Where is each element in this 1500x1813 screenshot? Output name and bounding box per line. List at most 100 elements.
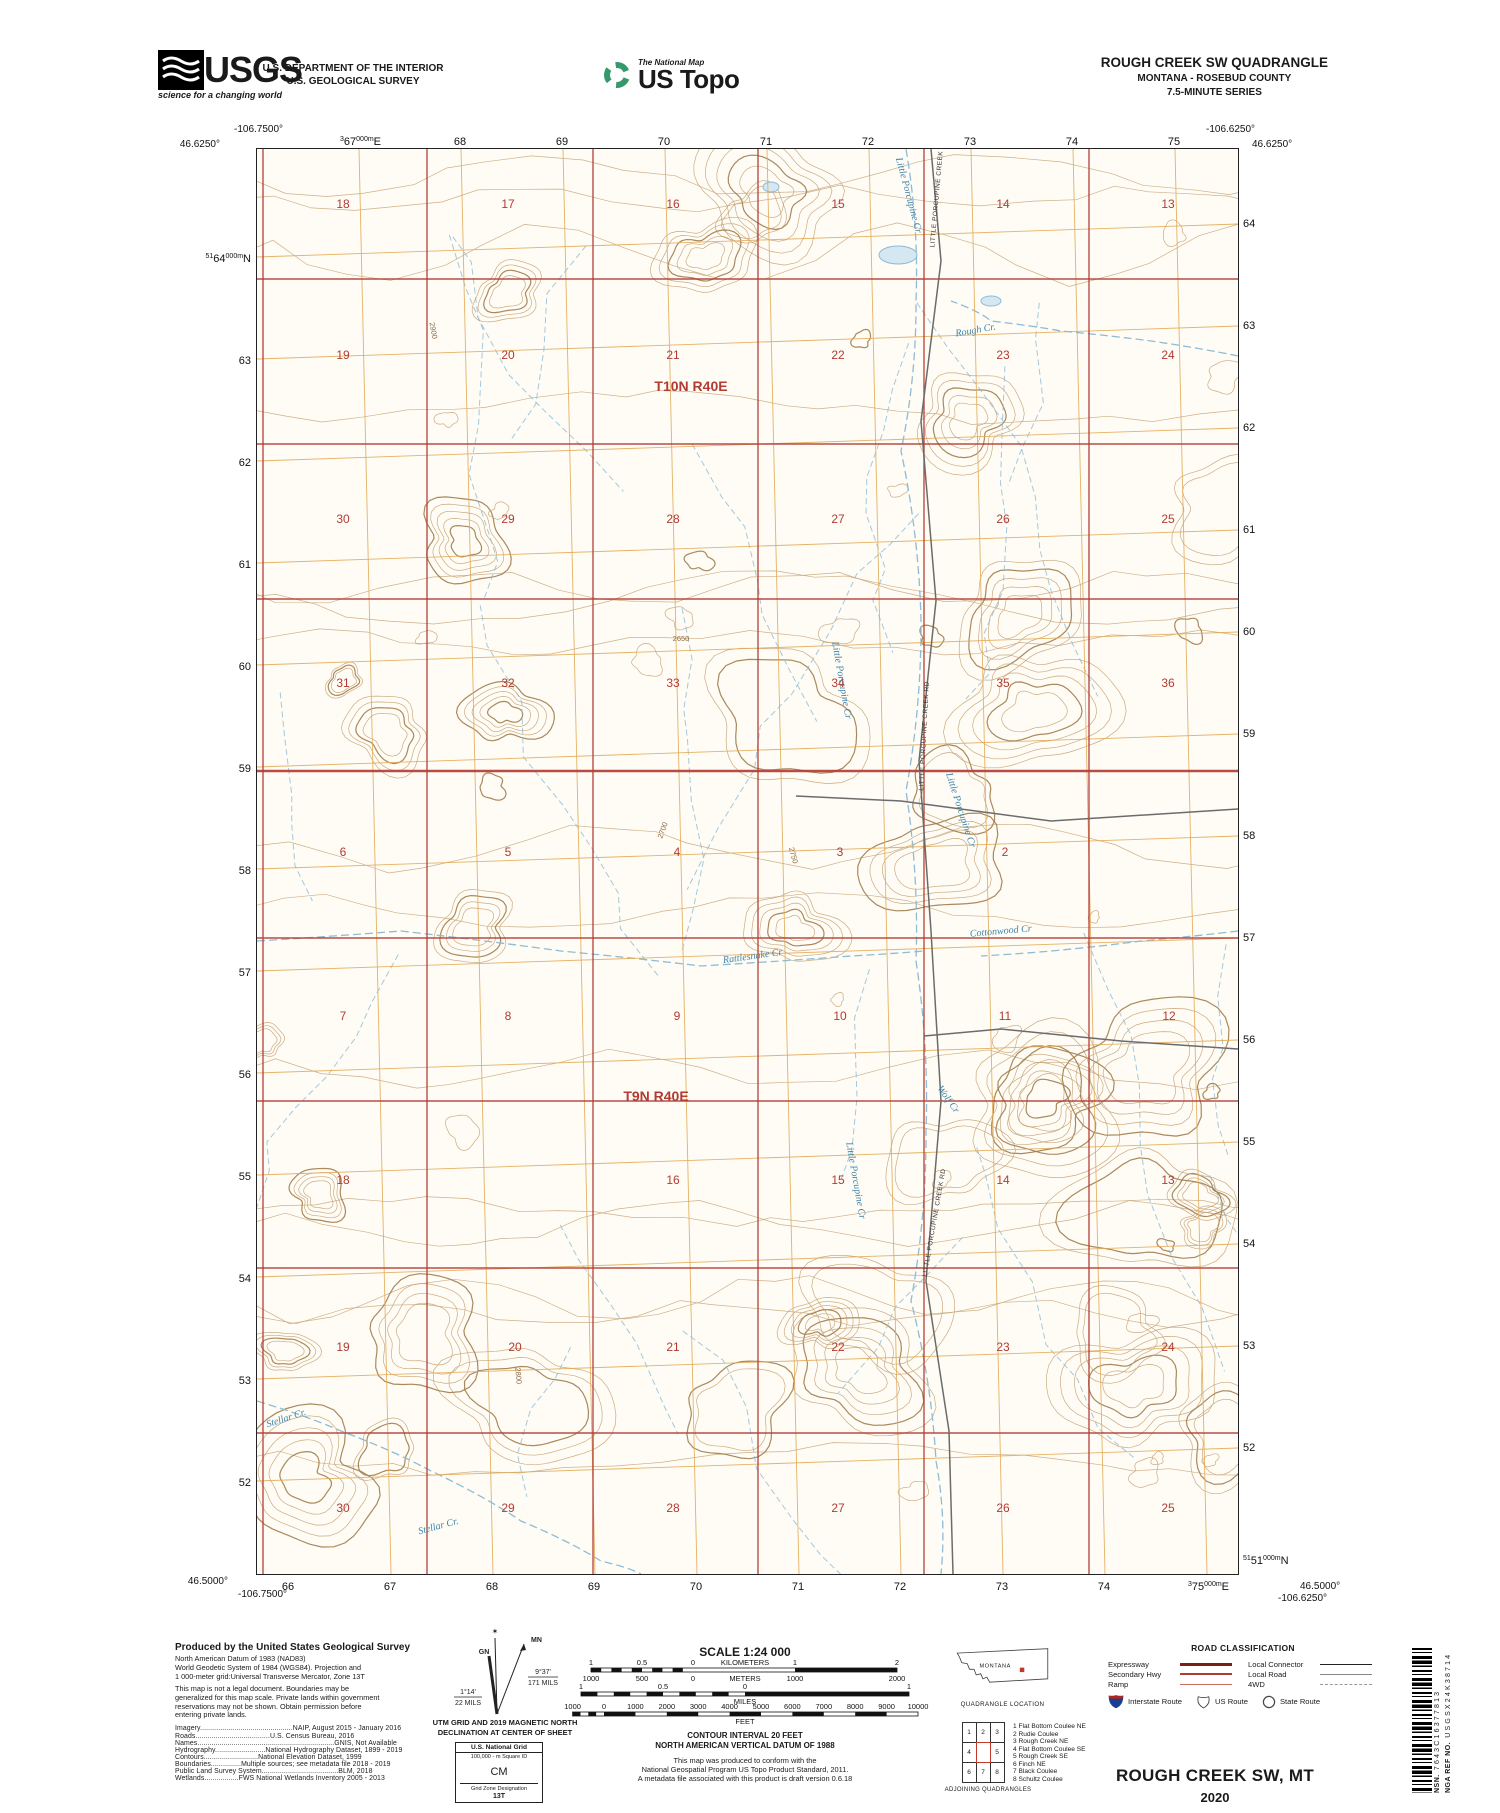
contour-interval-note: CONTOUR INTERVAL 20 FEET NORTH AMERICAN … [620, 1731, 870, 1750]
section-number: 14 [996, 197, 1010, 211]
grid-label-easting-bottom: 72 [893, 1581, 907, 1593]
road-class-row: Secondary Hwy [1108, 1669, 1238, 1679]
grid-label-northing-left: 61 [238, 559, 251, 571]
us-route-label: US Route [1215, 1697, 1248, 1706]
road-class-line-sample [1320, 1663, 1372, 1665]
road-classification-title: ROAD CLASSIFICATION [1191, 1643, 1295, 1653]
text-line: Wetlands.................FWS National We… [175, 1775, 385, 1783]
section-number: 15 [831, 197, 845, 211]
usng-zone-value: 13T [492, 1793, 506, 1800]
grid-label-northing-left: 55 [238, 1171, 251, 1183]
nga-ref-number: NGA REF NO. USGSX24K38714 [1445, 1648, 1452, 1793]
section-number: 35 [996, 676, 1010, 690]
svg-text:0.5: 0.5 [658, 1682, 668, 1691]
section-number: 28 [666, 512, 680, 526]
section-number: 26 [996, 1501, 1010, 1515]
road-class-row: Local Road [1248, 1669, 1378, 1679]
section-number: 18 [336, 197, 350, 211]
road-class-row: 4WD [1248, 1679, 1378, 1689]
road-class-line-sample [1180, 1662, 1232, 1666]
section-number: 26 [996, 512, 1010, 526]
section-number: 33 [666, 676, 680, 690]
text-line: Contours...........................Natio… [175, 1753, 362, 1761]
section-number: 14 [996, 1173, 1010, 1187]
section-number: 8 [505, 1009, 512, 1023]
text-line: World Geodetic System of 1984 (WGS84). P… [175, 1662, 362, 1672]
text-line: Roads...................................… [175, 1732, 355, 1740]
svg-text:0: 0 [691, 1658, 695, 1667]
svg-text:KILOMETERS: KILOMETERS [721, 1658, 769, 1667]
usgs-logo: USGS science for a changing world [158, 50, 303, 100]
grid-label-northing-right: 64 [1243, 218, 1256, 230]
section-number: 21 [666, 1340, 680, 1354]
true-north-star: ✶ [492, 1627, 499, 1636]
grid-label-northing-left: 57 [238, 967, 251, 979]
grid-label-easting-top: 71 [759, 136, 773, 148]
adjoining-cell: 1 [961, 1721, 977, 1743]
barcode [1412, 1648, 1432, 1793]
grid-label-easting-top: 70 [657, 136, 671, 148]
adjoining-quad-name: 1 Flat Bottom Coulee NE [1013, 1723, 1086, 1730]
text-line: Boundaries...............Multiple source… [175, 1761, 391, 1769]
text-line: Public Land Survey System...............… [175, 1768, 373, 1776]
section-number: 15 [831, 1173, 845, 1187]
grid-label-northing-right: 5151000mN [1243, 1555, 1289, 1567]
quad-subtitle: MONTANA - ROSEBUD COUNTY [1137, 73, 1292, 84]
section-number: 7 [340, 1009, 347, 1023]
section-number: 29 [501, 1501, 515, 1515]
declination-caption-line2: DECLINATION AT CENTER OF SHEET [437, 1727, 573, 1737]
section-number: 17 [501, 197, 515, 211]
national-map-label: The National Map [638, 58, 705, 67]
svg-text:7000: 7000 [815, 1702, 832, 1711]
adjoining-cell: 3 [989, 1721, 1005, 1743]
text-line: generalized for this map scale. Private … [175, 1692, 380, 1702]
interstate-route-row: Interstate Route [1108, 1694, 1182, 1709]
state-route-label: State Route [1279, 1697, 1321, 1706]
quad-location-marker [1019, 1667, 1025, 1673]
streams [257, 149, 1238, 1574]
svg-text:1: 1 [907, 1682, 911, 1691]
sheet-title-block: ROUGH CREEK SW, MT 2020 [1090, 1766, 1340, 1805]
contour-lines [257, 149, 1238, 1548]
grid-label-easting-bottom: 73 [995, 1581, 1009, 1593]
road-class-row: Local Connector [1248, 1659, 1378, 1669]
road-class-label: Local Road [1248, 1669, 1287, 1679]
section-number: 23 [996, 1340, 1010, 1354]
production-block: Produced by the United States Geological… [175, 1642, 515, 1783]
creek-label: Wolf Cr [935, 1084, 962, 1116]
usng-subtitle: 100,000 - m Square ID [470, 1754, 528, 1760]
adjoining-cell: 7 [975, 1761, 991, 1783]
interstate-route-label: Interstate Route [1128, 1697, 1183, 1706]
svg-text:2000: 2000 [658, 1702, 675, 1711]
grid-label-northing-right: 53 [1243, 1340, 1256, 1352]
text-line: reservations may not be shown. Obtain pe… [175, 1701, 362, 1711]
road-class-row: Expressway [1108, 1659, 1238, 1669]
text-line: North American Datum of 1983 (NAD83) [175, 1654, 306, 1663]
svg-text:METERS: METERS [729, 1674, 760, 1683]
contour-elevation-label: 2900 [428, 322, 440, 340]
declination-diagram: ✶ GN MN 9°37' 171 MILS 1°14' 22 MILS [454, 1627, 558, 1715]
road-class-label: Expressway [1108, 1659, 1149, 1669]
road-class-label: Ramp [1108, 1679, 1129, 1689]
grid-label-easting-top: 75 [1167, 136, 1181, 148]
grid-label-northing-right: 52 [1243, 1442, 1256, 1454]
datum-lines: North American Datum of 1983 (NAD83) Worl… [175, 1654, 515, 1682]
section-number: 3 [837, 845, 844, 859]
grid-label-easting-top: 74 [1065, 136, 1079, 148]
svg-text:6000: 6000 [784, 1702, 801, 1711]
section-number: 20 [508, 1340, 522, 1354]
road-class-label: Secondary Hwy [1108, 1669, 1162, 1679]
corner-bottom-left-lon: -106.7500° [238, 1589, 288, 1600]
section-number: 10 [833, 1009, 847, 1023]
adjoining-quad-name: 8 Schultz Coulee [1013, 1775, 1063, 1783]
road-class-line-sample [1320, 1673, 1372, 1675]
grid-label-northing-left: 53 [238, 1375, 251, 1387]
national-map-icon [604, 61, 630, 88]
interstate-shield-icon [1108, 1695, 1124, 1709]
section-number: 36 [1161, 676, 1175, 690]
adjoining-quad-name: 3 Rough Creek NE [1013, 1738, 1069, 1745]
section-number: 19 [336, 1340, 350, 1354]
section-number: 21 [666, 348, 680, 362]
mn-declination-value: 9°37' [535, 1668, 551, 1676]
adjoining-quad-name: 5 Rough Creek SE [1013, 1753, 1068, 1760]
